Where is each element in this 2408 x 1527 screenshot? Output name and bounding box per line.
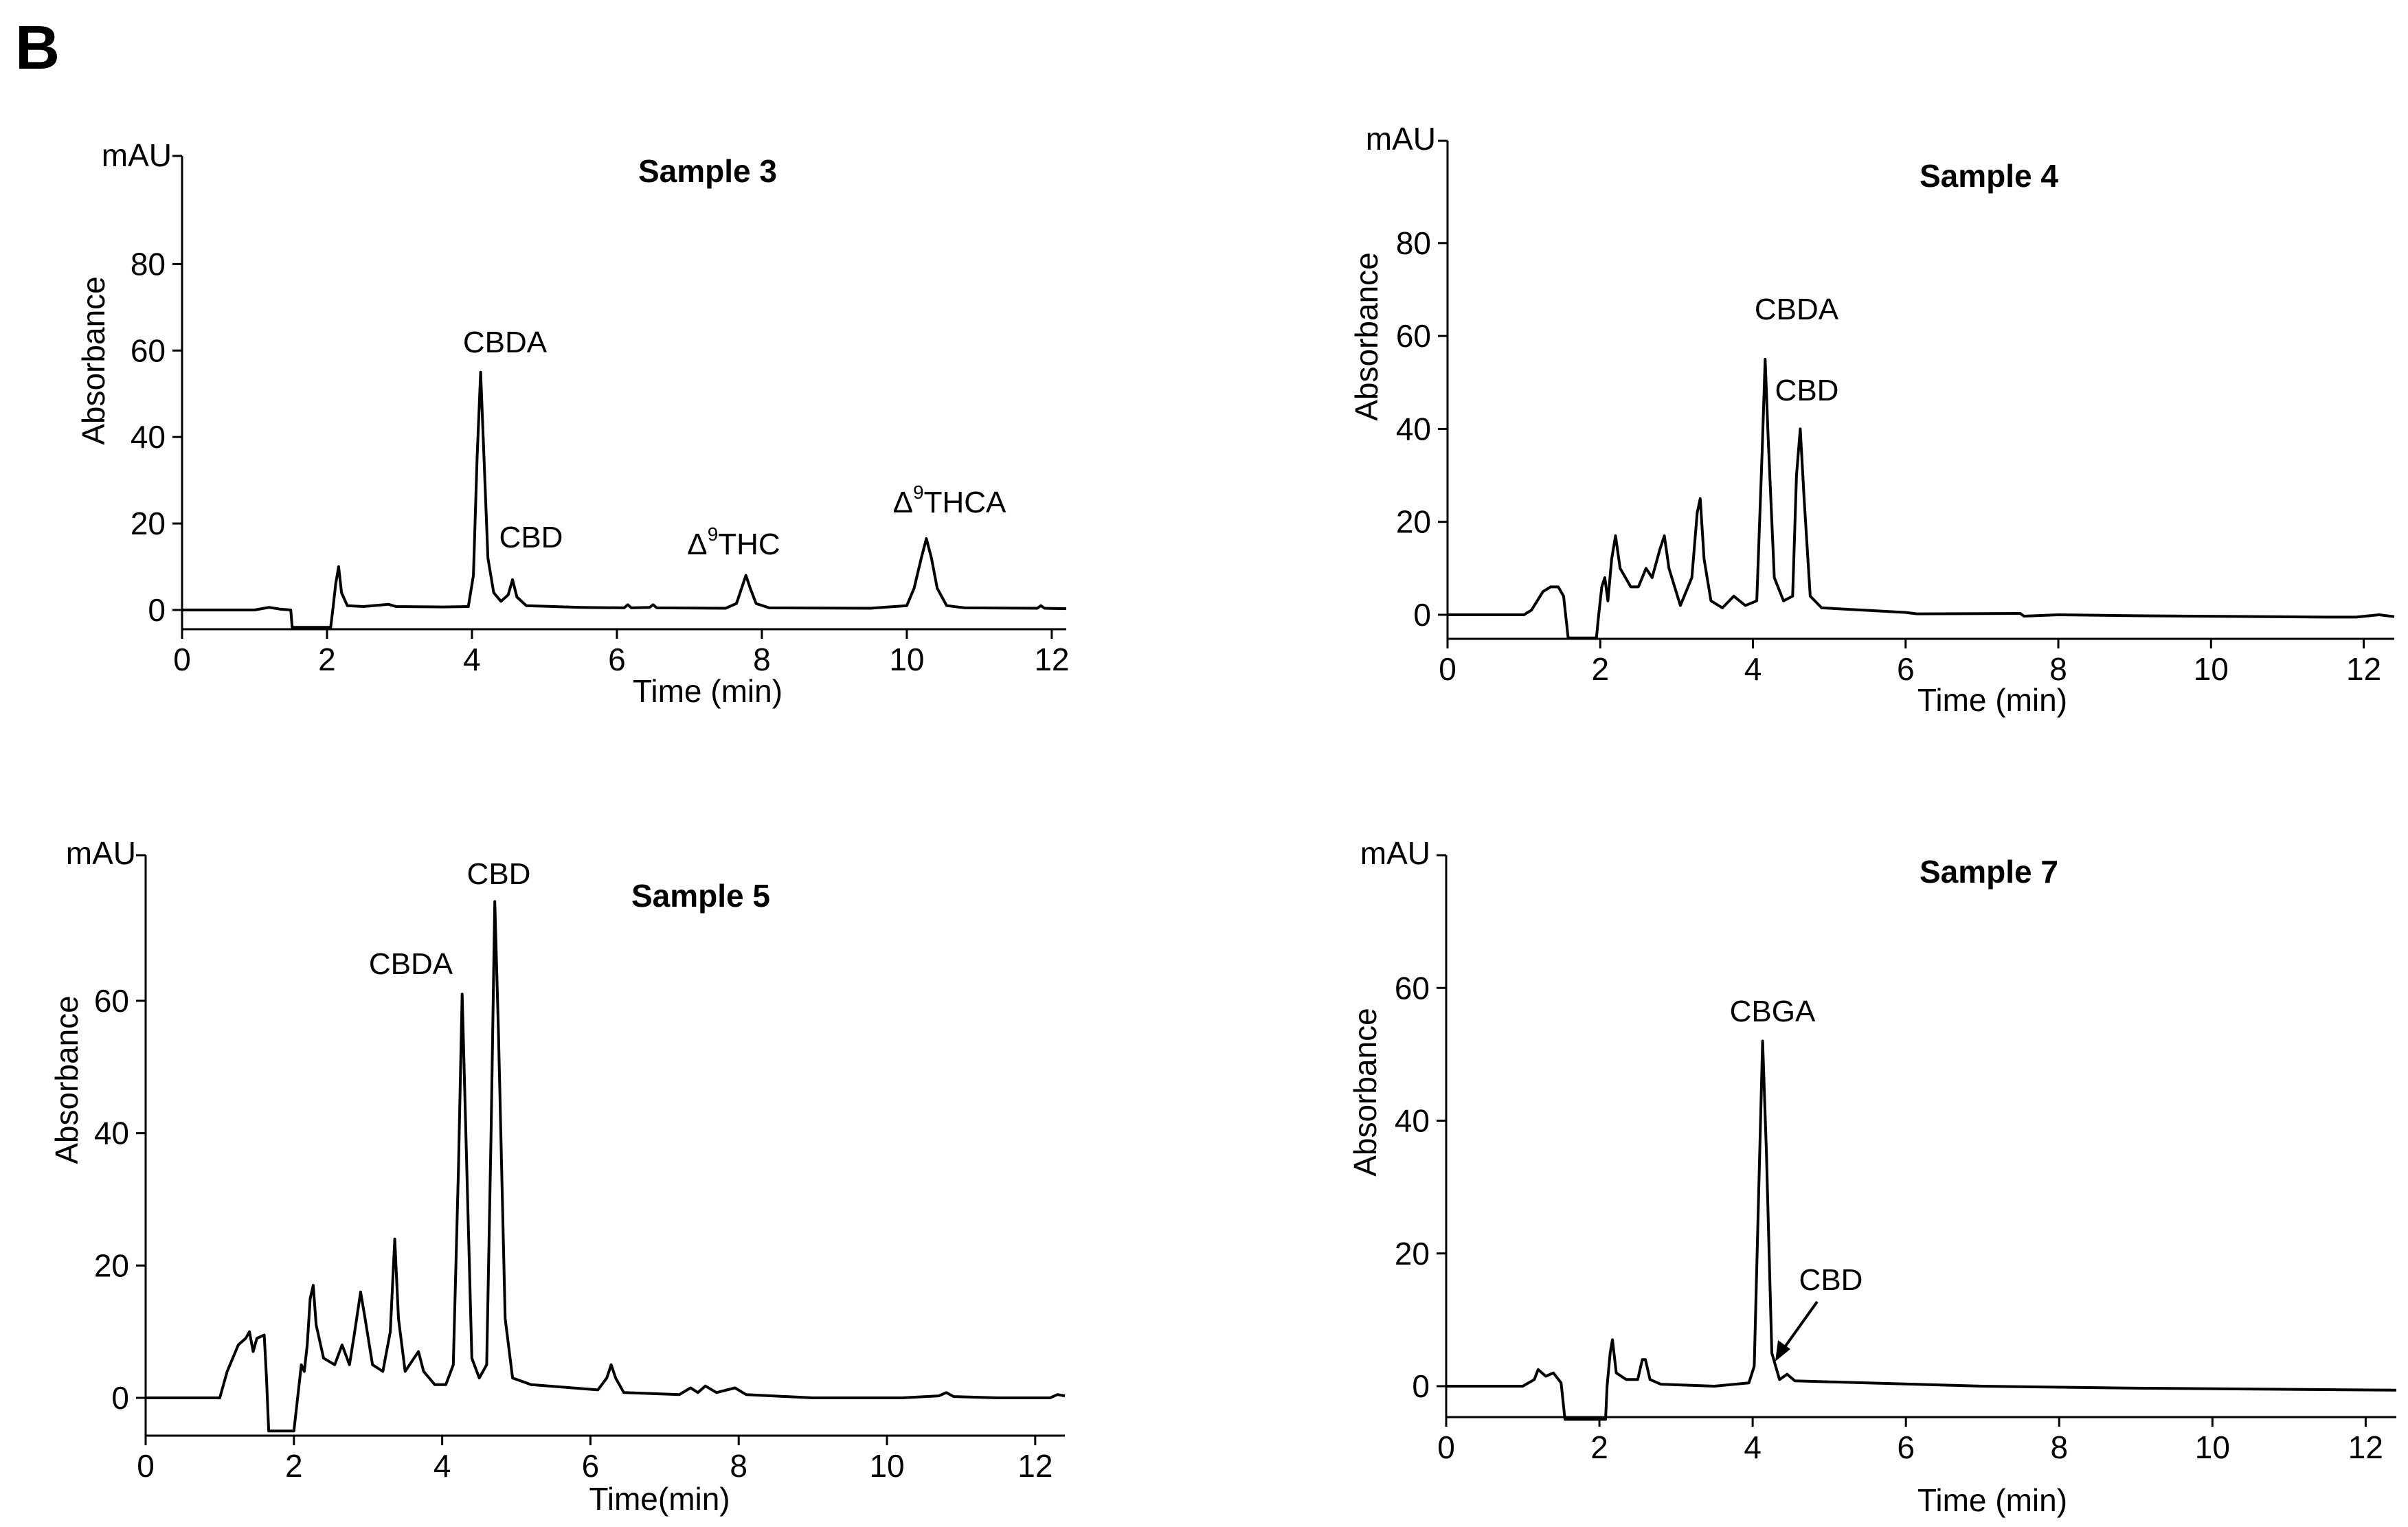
x-tick-label: 4 [463, 642, 481, 677]
x-tick-label: 4 [1744, 1429, 1762, 1465]
x-tick-label: 12 [1034, 642, 1069, 677]
x-tick-label: 10 [869, 1448, 904, 1484]
x-tick-label: 8 [2050, 1429, 2068, 1465]
y-tick-label: 20 [94, 1247, 129, 1283]
chart-title: Sample 5 [631, 878, 770, 914]
peak-label-cbda: CBDA [1755, 293, 1839, 326]
x-tick-label: 10 [2195, 1429, 2230, 1465]
y-tick-label: 0 [1412, 1368, 1430, 1404]
y-tick-label: 60 [94, 983, 129, 1019]
peak-label-cbd: CBD [499, 521, 563, 554]
x-tick-label: 6 [1897, 1429, 1915, 1465]
y-tick-label: 40 [131, 419, 166, 455]
y-axis-label: Absorbance [1349, 252, 1384, 421]
cbd-arrow [1775, 1300, 1819, 1361]
y-unit-label: mAU [1366, 121, 1436, 157]
chart-title: Sample 7 [1920, 854, 2058, 890]
x-axis-label: Time(min) [589, 1481, 730, 1517]
y-unit-label: mAU [1360, 835, 1430, 871]
x-tick-label: 4 [434, 1448, 451, 1484]
chromatogram-trace [1448, 357, 2395, 640]
y-tick-label: 0 [148, 592, 166, 628]
panel-letter: B [15, 14, 60, 82]
x-tick-label: 12 [2346, 651, 2381, 687]
peak-label-cbd: CBD [1799, 1263, 1863, 1297]
plot-area: 0 20 40 60 80 0 2 4 6 8 10 12 [131, 155, 1069, 677]
y-axis-label: Absorbance [49, 995, 85, 1164]
x-tick-label: 2 [1591, 651, 1609, 687]
x-tick-label: 4 [1744, 651, 1762, 687]
chromatogram-trace [146, 900, 1066, 1433]
x-tick-label: 2 [285, 1448, 303, 1484]
x-tick-label: 6 [582, 1448, 600, 1484]
y-tick-label: 40 [94, 1116, 129, 1151]
chart-sample-5: Sample 5 mAU Absorbance Time(min) 020406… [49, 835, 1066, 1517]
plot-area: 0 20 40 60 80 0 2 4 6 8 10 12 [1396, 139, 2395, 687]
chart-title: Sample 3 [638, 153, 777, 189]
y-tick-label: 60 [1396, 318, 1431, 354]
y-tick-label: 20 [1396, 504, 1431, 540]
peak-label-delta9-thca: Δ9THCA [893, 482, 1006, 519]
x-tick-label: 10 [889, 642, 924, 677]
plot-area: 0 20 40 60 0 2 4 6 8 10 12 [94, 854, 1066, 1484]
y-tick-label: 20 [131, 506, 166, 541]
plot-area: 0 20 40 60 0 2 4 6 8 10 12 [1395, 854, 2397, 1465]
x-axis-label: Time (min) [1917, 682, 2067, 718]
y-unit-label: mAU [102, 137, 172, 173]
x-tick-label: 0 [1437, 1429, 1455, 1465]
peak-label-cbd: CBD [1775, 374, 1839, 407]
x-tick-label: 12 [2348, 1429, 2383, 1465]
y-tick-label: 60 [131, 332, 166, 368]
x-tick-label: 0 [173, 642, 191, 677]
peak-label-delta9-thc: Δ9THC [687, 523, 780, 561]
x-tick-label: 0 [1439, 651, 1456, 687]
chart-sample-4: Sample 4 mAU Absorbance Time (min) 02040… [1349, 121, 2395, 718]
peak-label-cbda: CBDA [369, 947, 453, 981]
x-tick-label: 10 [2194, 651, 2229, 687]
y-tick-label: 60 [1395, 970, 1430, 1006]
y-axis-label: Absorbance [76, 276, 111, 445]
x-tick-label: 8 [2049, 651, 2067, 687]
chromatogram-trace [182, 370, 1067, 629]
chart-sample-3: Sample 3 mAU Absorbance Time (min) 02040… [76, 137, 1069, 709]
y-tick-label: 80 [1396, 225, 1431, 261]
x-tick-label: 12 [1017, 1448, 1053, 1484]
peak-label-cbd: CBD [467, 857, 531, 891]
y-tick-label: 80 [131, 246, 166, 282]
x-tick-label: 6 [1897, 651, 1915, 687]
y-tick-label: 40 [1396, 411, 1431, 446]
y-unit-label: mAU [66, 835, 136, 871]
y-tick-label: 0 [111, 1380, 129, 1416]
y-tick-label: 40 [1395, 1103, 1430, 1139]
chart-title: Sample 4 [1920, 158, 2058, 194]
x-axis-label: Time (min) [1917, 1482, 2067, 1518]
y-axis-label: Absorbance [1347, 1008, 1383, 1177]
x-tick-label: 6 [608, 642, 626, 677]
chart-sample-7: Sample 7 mAU Absorbance Time (min) 02040… [1347, 835, 2397, 1518]
x-tick-label: 8 [753, 642, 771, 677]
x-tick-label: 0 [137, 1448, 155, 1484]
chromatogram-trace [1446, 1039, 2397, 1421]
x-axis-label: Time (min) [633, 673, 783, 709]
peak-label-cbga: CBGA [1730, 995, 1816, 1028]
x-tick-label: 8 [730, 1448, 747, 1484]
y-tick-label: 20 [1395, 1236, 1430, 1271]
x-tick-label: 2 [318, 642, 336, 677]
peak-label-cbda: CBDA [463, 326, 548, 359]
x-tick-label: 2 [1590, 1429, 1608, 1465]
y-tick-label: 0 [1413, 597, 1431, 633]
